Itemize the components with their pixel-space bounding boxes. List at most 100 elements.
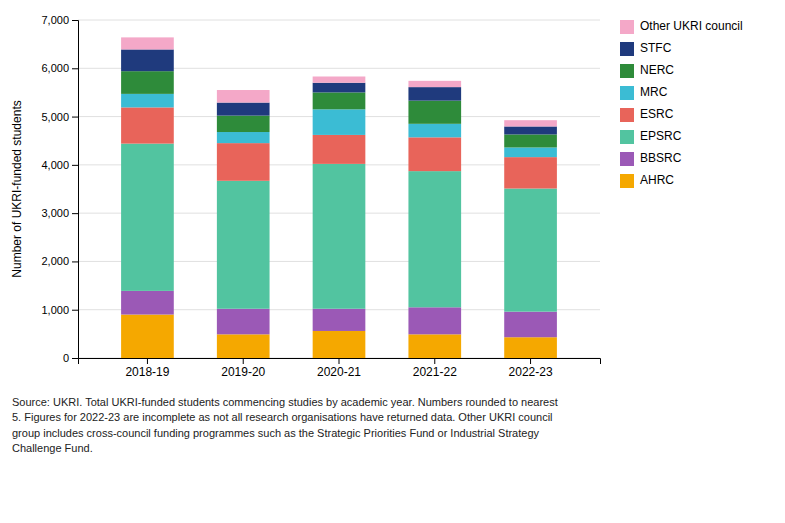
grid bbox=[78, 20, 600, 358]
footnote: Source: UKRI. Total UKRI-funded students… bbox=[12, 396, 558, 454]
bar-series bbox=[121, 37, 557, 126]
y-tick: 2,000 bbox=[41, 255, 78, 267]
y-tick-mark bbox=[72, 20, 78, 21]
x-tick-mark bbox=[243, 358, 244, 364]
bar-segment bbox=[313, 331, 366, 358]
legend-swatch bbox=[620, 130, 634, 144]
y-tick: 3,000 bbox=[41, 207, 78, 219]
y-tick-mark bbox=[72, 165, 78, 166]
y-tick: 1,000 bbox=[41, 304, 78, 316]
bar-segment bbox=[408, 101, 461, 124]
legend-label: BBSRC bbox=[640, 151, 682, 165]
bar-segment bbox=[121, 71, 174, 94]
legend-label: STFC bbox=[640, 41, 672, 55]
y-tick-mark bbox=[72, 68, 78, 69]
legend: Other UKRI council STFC NERC MRC ESRC EPSRC BB… bbox=[620, 19, 743, 188]
x-tick-label: 2022-23 bbox=[509, 365, 553, 379]
legend-swatch bbox=[620, 152, 634, 166]
x-tick: 2019-20 bbox=[221, 358, 265, 379]
legend-swatch bbox=[620, 42, 634, 56]
legend-label: EPSRC bbox=[640, 129, 682, 143]
footnote-line: group includes cross-council funding pro… bbox=[12, 427, 540, 439]
x-axis: 2018-192019-202020-212021-222022-23 bbox=[79, 358, 601, 379]
legend-item: BBSRC bbox=[620, 151, 682, 166]
y-tick: 0 bbox=[63, 352, 78, 364]
legend-item: ESRC bbox=[620, 107, 674, 122]
bar-segment bbox=[504, 157, 557, 188]
bar-segment bbox=[121, 49, 174, 71]
y-tick: 7,000 bbox=[41, 14, 78, 26]
y-axis: 0 1,000 2,000 3,000 4,000 5,000 6,000 7,000 bbox=[41, 14, 78, 364]
y-tick-mark bbox=[72, 310, 78, 311]
y-tick: 6,000 bbox=[41, 62, 78, 74]
legend-swatch bbox=[620, 174, 634, 188]
bar-segment bbox=[121, 291, 174, 315]
footnote-line: Challenge Fund. bbox=[12, 442, 93, 454]
bar-segment bbox=[217, 132, 270, 143]
legend-label: MRC bbox=[640, 85, 668, 99]
x-tick-label: 2021-22 bbox=[413, 365, 457, 379]
bar-segment bbox=[408, 81, 461, 87]
bar-segment bbox=[313, 109, 366, 135]
x-tick: 2018-19 bbox=[125, 358, 169, 379]
bar-segment bbox=[313, 92, 366, 109]
legend-item: MRC bbox=[620, 85, 668, 100]
bar-segment bbox=[408, 307, 461, 334]
bar-segment bbox=[408, 334, 461, 358]
bar-segment bbox=[504, 134, 557, 147]
bar-segment bbox=[504, 189, 557, 312]
bar-segment bbox=[504, 312, 557, 338]
bar-segment bbox=[217, 334, 270, 358]
y-tick: 4,000 bbox=[41, 159, 78, 171]
x-tick-mark bbox=[147, 358, 148, 364]
legend-label: ESRC bbox=[640, 107, 674, 121]
x-tick-label: 2018-19 bbox=[125, 365, 169, 379]
bar-segment bbox=[504, 120, 557, 126]
y-axis-title: Number of UKRI-funded students bbox=[10, 100, 24, 277]
bar-segment bbox=[217, 116, 270, 132]
bar-segment bbox=[504, 147, 557, 157]
x-tick-mark bbox=[434, 358, 435, 364]
bar-segment bbox=[121, 315, 174, 358]
legend-item: Other UKRI council bbox=[620, 19, 743, 34]
x-tick-mark bbox=[339, 358, 340, 364]
bar-segment bbox=[408, 171, 461, 307]
bar-series bbox=[121, 107, 557, 188]
y-tick-label: 0 bbox=[63, 352, 69, 364]
bar-segment bbox=[217, 90, 270, 103]
bar-segment bbox=[121, 94, 174, 108]
y-tick: 5,000 bbox=[41, 111, 78, 123]
bar-segment bbox=[408, 87, 461, 101]
bar-segment bbox=[217, 143, 270, 181]
legend-swatch bbox=[620, 64, 634, 78]
bar-segment bbox=[504, 337, 557, 358]
bar-series bbox=[121, 71, 557, 147]
y-tick-mark bbox=[72, 117, 78, 118]
bar-series bbox=[121, 49, 557, 134]
plot-area: 0 1,000 2,000 3,000 4,000 5,000 6,000 7,000 2018… bbox=[41, 14, 600, 379]
legend-label: Other UKRI council bbox=[640, 19, 743, 33]
bar-segment bbox=[313, 76, 366, 82]
bar-series bbox=[121, 144, 557, 312]
y-axis-line bbox=[72, 21, 79, 359]
x-tick-mark bbox=[530, 358, 531, 364]
chart: 0 1,000 2,000 3,000 4,000 5,000 6,000 7,000 2018… bbox=[0, 0, 785, 523]
legend-item: NERC bbox=[620, 63, 674, 78]
y-tick-label: 6,000 bbox=[41, 62, 69, 74]
bar-segment bbox=[408, 137, 461, 171]
bar-segment bbox=[217, 103, 270, 116]
bar-segment bbox=[121, 107, 174, 143]
legend-item: STFC bbox=[620, 41, 672, 56]
bar-segment bbox=[313, 309, 366, 331]
x-tick-label: 2019-20 bbox=[221, 365, 265, 379]
y-tick-mark bbox=[72, 213, 78, 214]
x-axis-line bbox=[79, 359, 601, 365]
y-tick-mark bbox=[72, 358, 78, 359]
bar-segment bbox=[217, 181, 270, 309]
legend-label: AHRC bbox=[640, 173, 674, 187]
bar-segment bbox=[313, 135, 366, 164]
footnote-line: 5. Figures for 2022-23 are incomplete as… bbox=[12, 411, 553, 423]
y-tick-label: 1,000 bbox=[41, 304, 69, 316]
legend-item: EPSRC bbox=[620, 129, 682, 144]
legend-swatch bbox=[620, 86, 634, 100]
